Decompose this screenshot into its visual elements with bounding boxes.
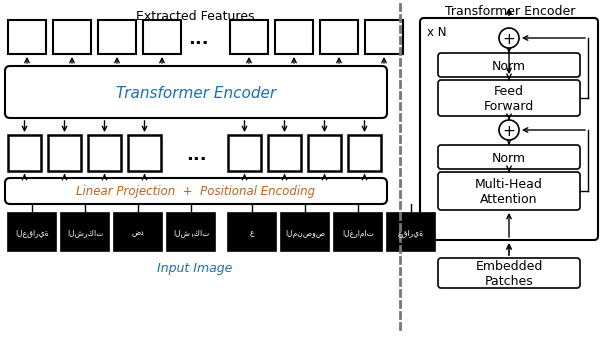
FancyBboxPatch shape xyxy=(5,66,387,118)
Text: الشركات: الشركات xyxy=(173,228,209,238)
FancyBboxPatch shape xyxy=(438,80,580,116)
Text: x N: x N xyxy=(427,25,446,39)
Text: Extracted Features: Extracted Features xyxy=(136,10,254,23)
Text: Feed
Forward: Feed Forward xyxy=(484,85,534,113)
Text: Multi-Head
Attention: Multi-Head Attention xyxy=(475,178,543,206)
Text: Transformer Encoder: Transformer Encoder xyxy=(445,5,575,18)
Bar xyxy=(320,20,358,54)
Bar xyxy=(48,135,81,171)
Bar xyxy=(8,135,41,171)
FancyBboxPatch shape xyxy=(438,172,580,210)
Bar xyxy=(88,135,121,171)
Circle shape xyxy=(499,120,519,140)
Text: ...: ... xyxy=(188,30,208,48)
Bar xyxy=(365,20,403,54)
Bar xyxy=(387,213,435,251)
Bar xyxy=(268,135,301,171)
Bar xyxy=(275,20,313,54)
Bar xyxy=(61,213,109,251)
Text: ...: ... xyxy=(185,225,207,243)
Text: ع: ع xyxy=(249,228,254,238)
Bar xyxy=(281,213,329,251)
Bar xyxy=(228,135,261,171)
Bar xyxy=(98,20,136,54)
Text: +: + xyxy=(503,31,515,47)
Bar xyxy=(128,135,161,171)
FancyBboxPatch shape xyxy=(438,53,580,77)
FancyBboxPatch shape xyxy=(420,18,598,240)
Bar xyxy=(228,213,276,251)
Bar xyxy=(8,20,46,54)
Text: Input Image: Input Image xyxy=(157,262,233,275)
Text: +: + xyxy=(503,123,515,139)
Circle shape xyxy=(499,28,519,48)
Bar xyxy=(53,20,91,54)
Text: Embedded
Patches: Embedded Patches xyxy=(475,260,542,288)
Bar xyxy=(143,20,181,54)
Bar xyxy=(8,213,56,251)
FancyBboxPatch shape xyxy=(5,178,387,204)
Text: Transformer Encoder: Transformer Encoder xyxy=(116,86,276,100)
Text: Norm: Norm xyxy=(492,59,526,72)
Text: المنصوص: المنصوص xyxy=(285,228,325,238)
Bar xyxy=(308,135,341,171)
FancyBboxPatch shape xyxy=(438,145,580,169)
Text: ضد: ضد xyxy=(132,228,144,238)
Text: الشركات: الشركات xyxy=(67,228,103,238)
FancyBboxPatch shape xyxy=(438,258,580,288)
Text: Norm: Norm xyxy=(492,151,526,165)
Text: عقارية: عقارية xyxy=(398,228,424,238)
Text: Linear Projection  +  Positional Encoding: Linear Projection + Positional Encoding xyxy=(77,186,315,198)
Bar xyxy=(167,213,215,251)
Bar xyxy=(334,213,382,251)
Text: ...: ... xyxy=(185,146,207,164)
Bar xyxy=(230,20,268,54)
Bar xyxy=(114,213,162,251)
Text: الغرامات: الغرامات xyxy=(342,228,374,238)
Bar xyxy=(348,135,381,171)
Text: العقارية: العقارية xyxy=(15,228,49,238)
